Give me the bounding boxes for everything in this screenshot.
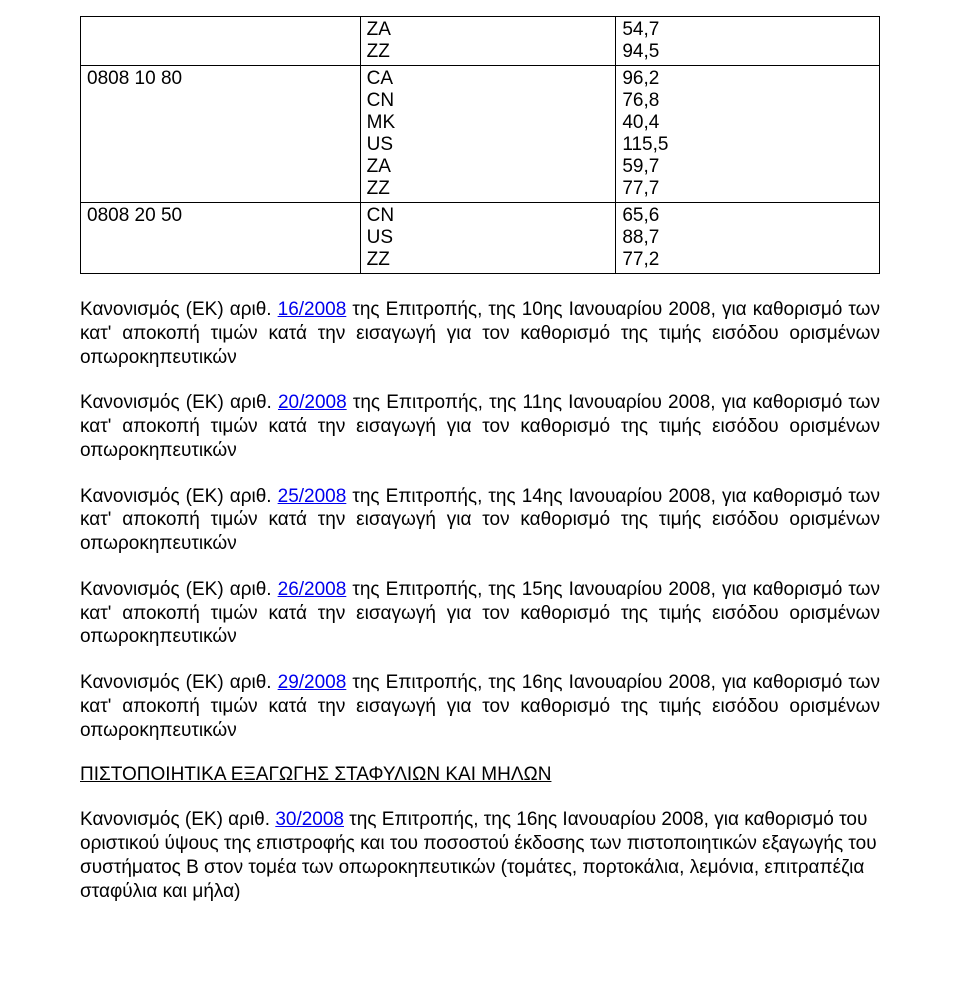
code-cell: 0808 10 80 [81,66,361,203]
table-row: 0808 10 80CACNMKUSZAZZ96,276,840,4115,55… [81,66,880,203]
country-code: ZZ [367,249,610,271]
value: 40,4 [622,112,873,134]
values-cell: 96,276,840,4115,559,777,7 [616,66,880,203]
value: 94,5 [622,41,873,63]
code-cell [81,17,361,66]
value: 88,7 [622,227,873,249]
regulation-link[interactable]: 29/2008 [278,672,347,693]
country-code: US [367,227,610,249]
regulation-paragraph: Κανονισμός (ΕΚ) αριθ. 26/2008 της Επιτρο… [80,578,880,649]
value: 77,2 [622,249,873,271]
country-code: ZZ [367,178,610,200]
country-codes-cell: CACNMKUSZAZZ [360,66,616,203]
regulation-prefix: Κανονισμός (ΕΚ) αριθ. [80,672,278,693]
regulation-link[interactable]: 30/2008 [275,809,344,830]
country-code: US [367,134,610,156]
regulation-paragraph: Κανονισμός (ΕΚ) αριθ. 20/2008 της Επιτρο… [80,391,880,462]
country-code: CN [367,205,610,227]
country-code: ZA [367,156,610,178]
regulation-paragraphs: Κανονισμός (ΕΚ) αριθ. 16/2008 της Επιτρο… [80,298,880,742]
country-code: MK [367,112,610,134]
regulation-link[interactable]: 20/2008 [278,392,347,413]
regulation-paragraph: Κανονισμός (ΕΚ) αριθ. 16/2008 της Επιτρο… [80,298,880,369]
section-heading: ΠΙΣΤΟΠΟΙΗΤΙΚΑ ΕΞΑΓΩΓΗΣ ΣΤΑΦΥΛΙΩΝ ΚΑΙ ΜΗΛ… [80,764,880,786]
regulation-prefix: Κανονισμός (ΕΚ) αριθ. [80,486,278,507]
values-cell: 54,794,5 [616,17,880,66]
table-row: 0808 20 50CNUSZZ65,688,777,2 [81,203,880,274]
country-code: ZA [367,19,610,41]
codes-table: ZAZZ54,794,50808 10 80CACNMKUSZAZZ96,276… [80,16,880,274]
regulation-link[interactable]: 26/2008 [278,579,347,600]
regulation-prefix: Κανονισμός (ΕΚ) αριθ. [80,392,278,413]
country-codes-cell: CNUSZZ [360,203,616,274]
value: 76,8 [622,90,873,112]
value: 115,5 [622,134,873,156]
value: 77,7 [622,178,873,200]
code-cell: 0808 20 50 [81,203,361,274]
regulation-paragraph: Κανονισμός (ΕΚ) αριθ. 25/2008 της Επιτρο… [80,485,880,556]
country-codes-cell: ZAZZ [360,17,616,66]
regulation-prefix: Κανονισμός (ΕΚ) αριθ. [80,299,278,320]
final-regulation-paragraph: Κανονισμός (ΕΚ) αριθ. 30/2008 της Επιτρο… [80,808,880,903]
country-code: ZZ [367,41,610,63]
country-code: CN [367,90,610,112]
value: 59,7 [622,156,873,178]
regulation-link[interactable]: 16/2008 [278,299,347,320]
document-page: ZAZZ54,794,50808 10 80CACNMKUSZAZZ96,276… [0,0,960,965]
regulation-prefix: Κανονισμός (ΕΚ) αριθ. [80,809,275,830]
value: 65,6 [622,205,873,227]
value: 54,7 [622,19,873,41]
value: 96,2 [622,68,873,90]
country-code: CA [367,68,610,90]
values-cell: 65,688,777,2 [616,203,880,274]
regulation-paragraph: Κανονισμός (ΕΚ) αριθ. 29/2008 της Επιτρο… [80,671,880,742]
regulation-link[interactable]: 25/2008 [278,486,347,507]
regulation-prefix: Κανονισμός (ΕΚ) αριθ. [80,579,278,600]
table-row: ZAZZ54,794,5 [81,17,880,66]
